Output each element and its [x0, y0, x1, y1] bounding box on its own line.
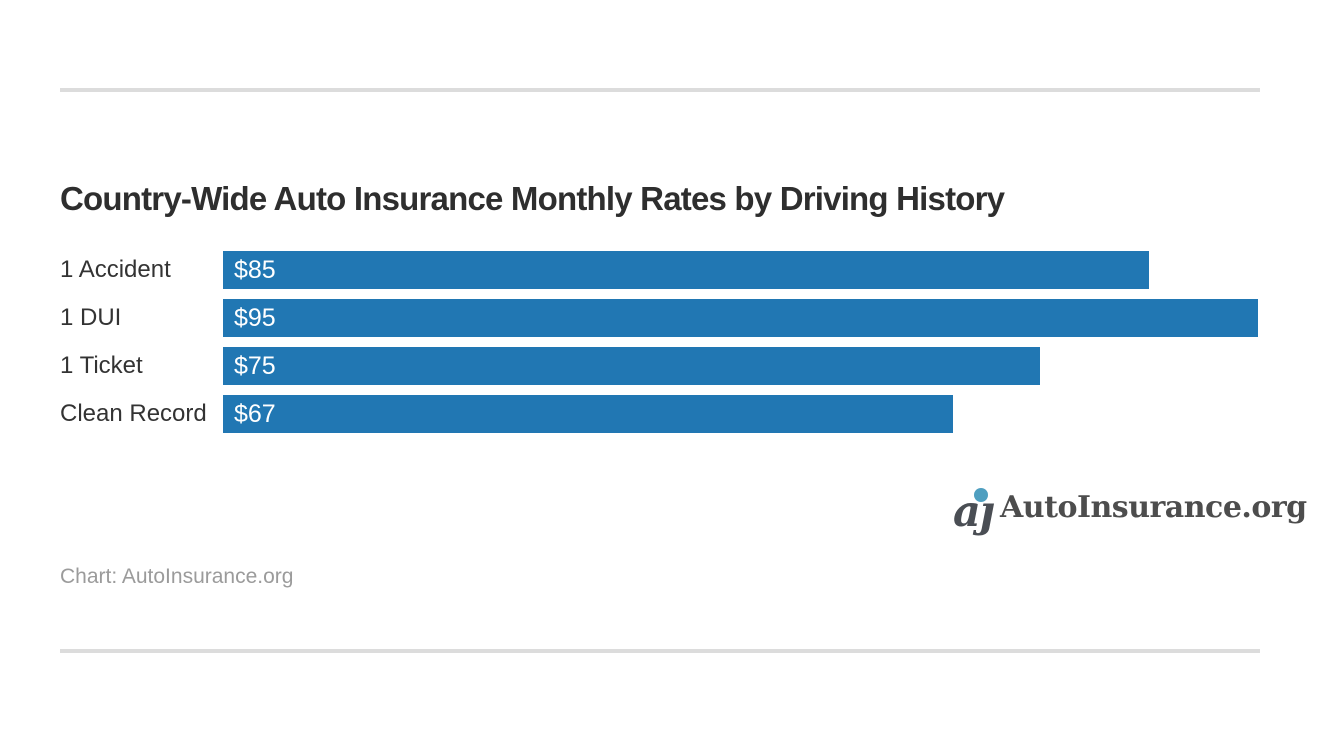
chart-title: Country-Wide Auto Insurance Monthly Rate…	[60, 180, 1005, 218]
chart-source-credit: Chart: AutoInsurance.org	[60, 565, 294, 588]
bar-value-label: $67	[234, 400, 276, 428]
bar: $67	[223, 395, 953, 433]
logo-wordmark: AutoInsurance.org	[1000, 490, 1307, 525]
bar-value-label: $75	[234, 352, 276, 380]
chart-row: 1 Accident $85	[0, 251, 1320, 289]
bar: $95	[223, 299, 1258, 337]
bar: $75	[223, 347, 1040, 385]
chart-row: Clean Record $67	[0, 395, 1320, 433]
top-divider	[60, 88, 1260, 92]
category-label: 1 DUI	[60, 304, 122, 331]
category-label: 1 Ticket	[60, 352, 143, 379]
logo-dot-icon	[974, 488, 988, 502]
category-label: 1 Accident	[60, 256, 171, 283]
logo-ai-monogram-icon: aȷ	[953, 487, 994, 537]
chart-row: 1 DUI $95	[0, 299, 1320, 337]
chart-row: 1 Ticket $75	[0, 347, 1320, 385]
bar-value-label: $95	[234, 304, 276, 332]
bottom-divider	[60, 649, 1260, 653]
bar-value-label: $85	[234, 256, 276, 284]
bar-chart: 1 Accident $85 1 DUI $95 1 Ticket $75 Clean Re…	[0, 251, 1320, 443]
category-label: Clean Record	[60, 400, 207, 427]
bar: $85	[223, 251, 1149, 289]
